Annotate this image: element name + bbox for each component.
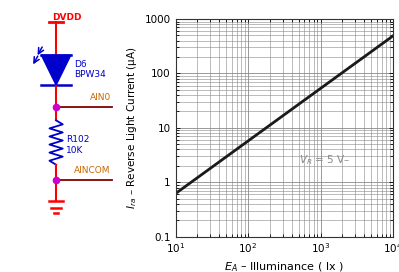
Text: D6: D6 — [74, 60, 87, 69]
Text: DVDD: DVDD — [51, 13, 81, 22]
Text: AINCOM: AINCOM — [74, 166, 111, 175]
Text: 10K: 10K — [66, 146, 83, 155]
Text: AIN0: AIN0 — [89, 93, 111, 102]
Text: R102: R102 — [66, 135, 89, 144]
Text: BPW34: BPW34 — [74, 70, 106, 79]
Text: $V_R$ = 5 V–: $V_R$ = 5 V– — [299, 154, 350, 168]
Polygon shape — [41, 55, 71, 85]
X-axis label: $E_A$ – Illuminance ( lx ): $E_A$ – Illuminance ( lx ) — [225, 261, 344, 272]
Y-axis label: $I_{ra}$ – Reverse Light Current (μA): $I_{ra}$ – Reverse Light Current (μA) — [125, 47, 139, 209]
